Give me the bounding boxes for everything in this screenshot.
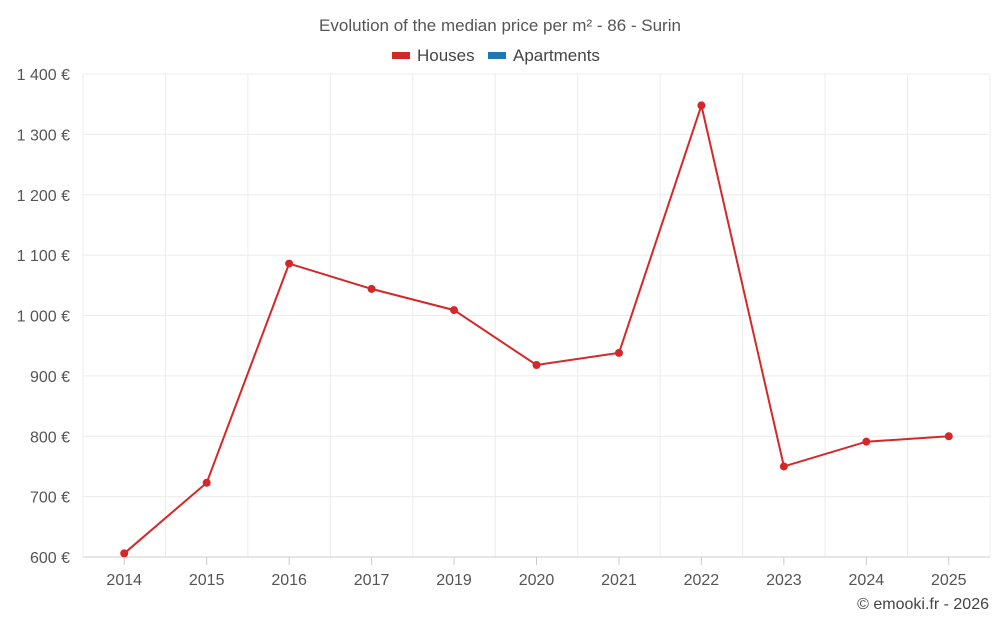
series-houses bbox=[120, 101, 953, 558]
legend-label-apartments: Apartments bbox=[513, 46, 600, 65]
x-tick-label: 2014 bbox=[106, 572, 142, 589]
data-point-houses-2024[interactable] bbox=[862, 437, 871, 446]
x-tick-label: 2016 bbox=[271, 572, 307, 589]
y-tick-label: 1 100 € bbox=[17, 248, 70, 265]
data-point-houses-2017[interactable] bbox=[367, 284, 376, 293]
data-point-houses-2014[interactable] bbox=[120, 549, 129, 558]
y-tick-label: 1 300 € bbox=[17, 127, 70, 144]
x-tick-label: 2021 bbox=[601, 572, 637, 589]
y-tick-label: 600 € bbox=[30, 550, 70, 567]
x-tick-label: 2022 bbox=[684, 572, 720, 589]
grid bbox=[82, 73, 991, 558]
data-point-houses-2022[interactable] bbox=[697, 101, 706, 110]
data-point-houses-2025[interactable] bbox=[944, 432, 953, 441]
y-tick-label: 900 € bbox=[30, 369, 70, 386]
y-tick-label: 1 200 € bbox=[17, 188, 70, 205]
legend-label-houses: Houses bbox=[417, 46, 475, 65]
y-tick-label: 800 € bbox=[30, 429, 70, 446]
data-point-houses-2016[interactable] bbox=[285, 259, 294, 268]
y-axis: 600 € 700 € 800 € 900 € 1 000 € 1 100 € 1 200 … bbox=[17, 67, 70, 567]
x-tick-label: 2024 bbox=[849, 572, 885, 589]
chart-title: Evolution of the median price per m² - 8… bbox=[319, 16, 681, 35]
x-tick-label: 2020 bbox=[519, 572, 555, 589]
y-tick-label: 1 400 € bbox=[17, 67, 70, 84]
credit: © emooki.fr - 2026 bbox=[857, 596, 989, 613]
data-point-houses-2023[interactable] bbox=[779, 462, 788, 471]
data-point-houses-2021[interactable] bbox=[614, 348, 623, 357]
legend-swatch-apartments bbox=[488, 52, 506, 59]
x-tick-label: 2023 bbox=[766, 572, 802, 589]
y-tick-label: 700 € bbox=[30, 490, 70, 507]
legend: Houses Apartments bbox=[392, 46, 600, 65]
data-point-houses-2020[interactable] bbox=[532, 361, 541, 370]
legend-item-houses[interactable]: Houses bbox=[392, 46, 475, 65]
legend-swatch-houses bbox=[392, 52, 410, 59]
y-tick-label: 1 000 € bbox=[17, 309, 70, 326]
x-tick-label: 2015 bbox=[189, 572, 225, 589]
x-tick-label: 2025 bbox=[931, 572, 967, 589]
legend-item-apartments[interactable]: Apartments bbox=[488, 46, 600, 65]
data-point-houses-2015[interactable] bbox=[202, 478, 211, 487]
x-tick-label: 2019 bbox=[436, 572, 472, 589]
x-tick-label: 2017 bbox=[354, 572, 390, 589]
data-point-houses-2019[interactable] bbox=[450, 306, 459, 315]
x-axis: 2014 2015 2016 2017 2019 2020 2021 2022 2023 2024… bbox=[83, 556, 990, 589]
